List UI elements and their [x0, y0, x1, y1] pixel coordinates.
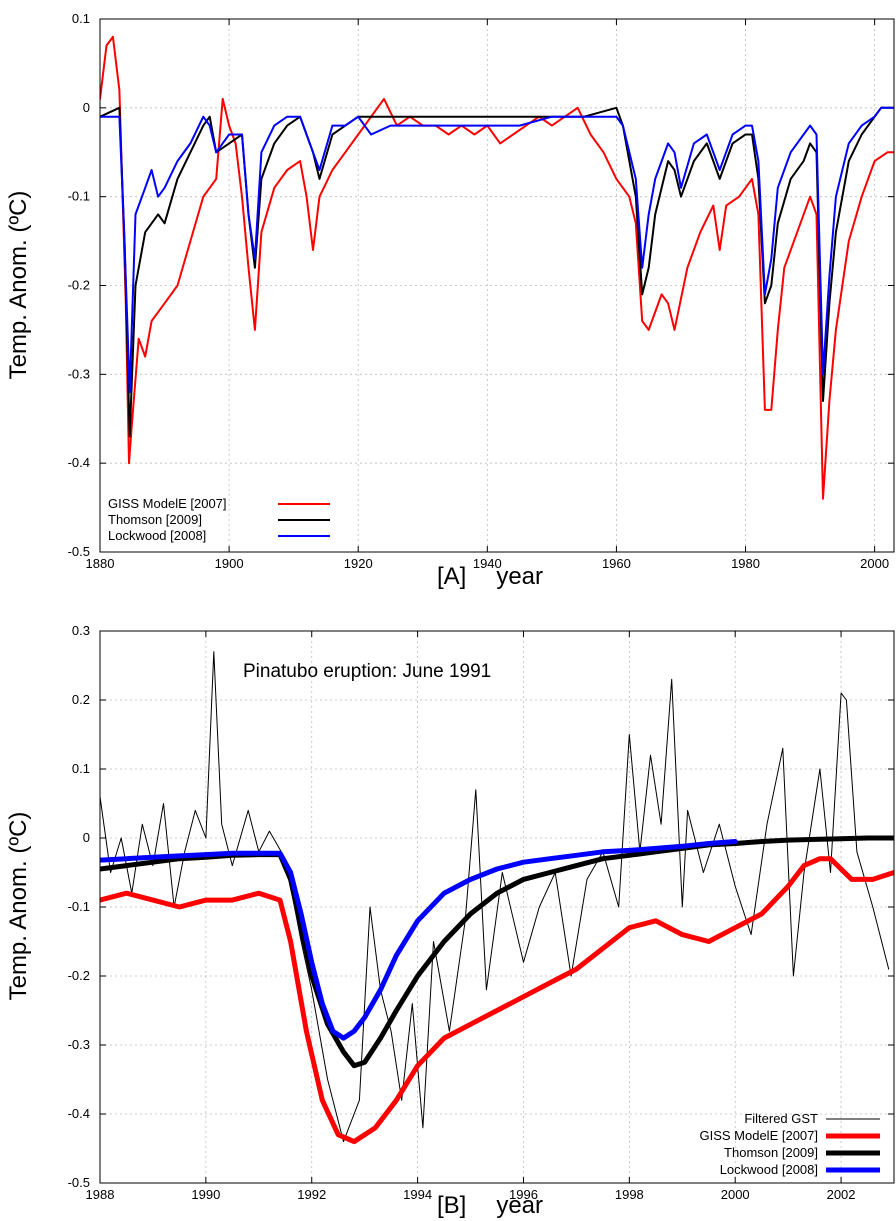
- y-axis-label: Temp. Anom. (ºC): [5, 812, 32, 1001]
- x-axis-title: year: [496, 1192, 543, 1219]
- y-tick-label: 0: [83, 830, 90, 845]
- y-tick-label: -0.3: [68, 366, 90, 381]
- legend-entry-label: GISS ModelE [2007]: [699, 1128, 818, 1143]
- y-tick-label: -0.5: [68, 544, 90, 559]
- x-tick-label: 1960: [602, 556, 631, 571]
- x-tick-label: 1994: [403, 1187, 432, 1202]
- x-tick-label: 2000: [721, 1187, 750, 1202]
- y-tick-label: -0.2: [68, 278, 90, 293]
- y-tick-label: 0.3: [72, 623, 90, 638]
- legend: GISS ModelE [2007]Thomson [2009]Lockwood…: [108, 496, 330, 543]
- annotation: Pinatubo eruption: June 1991: [243, 661, 491, 682]
- y-tick-label: -0.4: [68, 455, 90, 470]
- series-line-giss-modele-2007: [100, 856, 894, 1145]
- panel-label: [B]: [437, 1192, 466, 1219]
- panel-label: [A]: [437, 563, 466, 590]
- legend: Filtered GST GISS ModelE [2007] Thomson [2…: [699, 1111, 880, 1177]
- legend-entry-label: Lockwood [2008]: [720, 1162, 818, 1177]
- x-tick-label: 1940: [473, 556, 502, 571]
- plot-frame: [99, 18, 895, 553]
- x-axis-title: year: [496, 563, 543, 590]
- x-axis-label: [B] year: [437, 1192, 543, 1219]
- legend-entry-label: Lockwood [2008]: [108, 528, 206, 543]
- y-tick-label: 0.1: [72, 11, 90, 26]
- y-tick-label: -0.5: [68, 1175, 90, 1190]
- legend-entry-label: GISS ModelE [2007]: [108, 496, 227, 511]
- y-axis-label: Temp. Anom. (ºC): [5, 191, 32, 380]
- x-tick-label: 1980: [731, 556, 760, 571]
- y-tick-label: -0.2: [68, 968, 90, 983]
- x-tick-label: 1992: [297, 1187, 326, 1202]
- x-tick-label: 1996: [509, 1187, 538, 1202]
- series-line-filtered-gst: [100, 651, 890, 1143]
- x-tick-label: 2002: [827, 1187, 856, 1202]
- legend-entry-label: Filtered GST: [744, 1111, 818, 1126]
- y-tick-label: 0.1: [72, 761, 90, 776]
- series-group: [100, 651, 894, 1145]
- x-tick-label: 1900: [215, 556, 244, 571]
- y-tick-label: -0.4: [68, 1106, 90, 1121]
- x-tick-label: 1990: [191, 1187, 220, 1202]
- legend-entry-label: Thomson [2009]: [108, 512, 202, 527]
- x-tick-label: 1998: [615, 1187, 644, 1202]
- x-tick-label: 1988: [86, 1187, 115, 1202]
- y-tick-label: -0.1: [68, 189, 90, 204]
- x-tick-label: 2000: [860, 556, 889, 571]
- series-group: [100, 35, 894, 500]
- x-axis-label: [A] year: [437, 563, 543, 590]
- y-tick-label: 0: [83, 100, 90, 115]
- x-tick-label: 1920: [344, 556, 373, 571]
- y-tick-label: 0.2: [72, 692, 90, 707]
- y-tick-label: -0.1: [68, 899, 90, 914]
- series-line-lockwood-2008: [100, 839, 738, 1041]
- y-tick-label: -0.3: [68, 1037, 90, 1052]
- series-line-lockwood-2008: [100, 106, 894, 394]
- plot-frame: [99, 630, 895, 1184]
- legend-entry-label: Thomson [2009]: [724, 1145, 818, 1160]
- x-tick-label: 1880: [86, 556, 115, 571]
